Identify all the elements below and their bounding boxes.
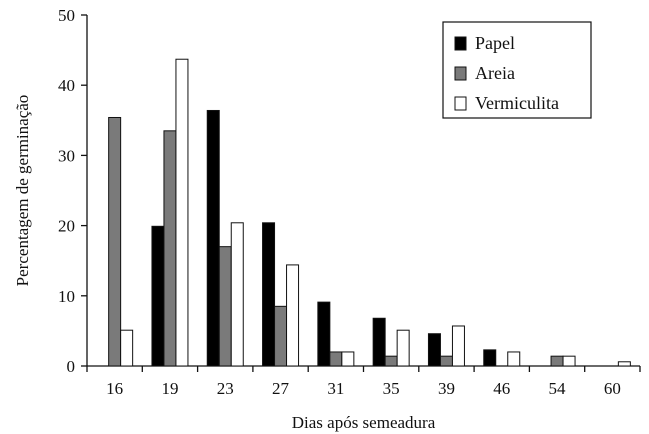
bars — [108, 58, 631, 367]
bar-vermiculita-19 — [175, 58, 189, 367]
bar-vermiculita-23 — [230, 222, 244, 367]
bar-papel-19 — [151, 225, 165, 367]
legend-box — [442, 21, 592, 119]
bar-vermiculita-31 — [341, 351, 355, 367]
x-tick-label: 46 — [493, 379, 510, 398]
bar-areia-16 — [108, 116, 122, 367]
y-tick-label: 0 — [67, 357, 76, 376]
legend: Papel Areia Vermiculita — [442, 21, 592, 119]
bar-vermiculita-46 — [507, 351, 521, 367]
x-tick-label: 23 — [217, 379, 234, 398]
bar-papel-31 — [317, 301, 331, 367]
bar-areia-31 — [329, 351, 343, 367]
bar-vermiculita-39 — [451, 325, 465, 367]
x-ticks: 16 19 23 27 31 35 39 46 54 60 — [86, 366, 641, 398]
x-tick-label: 35 — [383, 379, 400, 398]
x-tick-label: 31 — [327, 379, 344, 398]
bar-papel-46 — [483, 349, 497, 367]
bar-areia-54 — [550, 355, 564, 367]
y-tick-label: 10 — [58, 287, 75, 306]
x-tick-label: 54 — [549, 379, 567, 398]
bar-areia-27 — [274, 305, 288, 367]
x-tick-label: 60 — [604, 379, 621, 398]
x-tick-label: 27 — [272, 379, 290, 398]
legend-label-papel: Papel — [475, 33, 515, 53]
bar-vermiculita-35 — [396, 329, 410, 367]
bar-areia-19 — [163, 130, 177, 367]
bar-areia-39 — [439, 355, 453, 367]
bar-papel-39 — [427, 333, 441, 367]
y-tick-label: 20 — [58, 217, 75, 236]
bar-papel-35 — [372, 317, 386, 367]
legend-swatch-areia — [454, 66, 467, 81]
bar-areia-35 — [384, 355, 398, 367]
y-tick-label: 50 — [58, 6, 75, 25]
legend-swatch-vermiculita — [454, 96, 467, 111]
x-tick-label: 19 — [161, 379, 178, 398]
x-axis-title: Dias após semeadura — [292, 413, 436, 432]
bar-vermiculita-60 — [617, 361, 631, 367]
bar-vermiculita-54 — [562, 355, 576, 367]
y-ticks: 0 10 20 30 40 50 — [58, 6, 87, 376]
y-axis-title: Percentagem de germinação — [13, 95, 32, 287]
legend-label-vermiculita: Vermiculita — [475, 93, 559, 113]
x-tick-label: 39 — [438, 379, 455, 398]
bar-areia-23 — [218, 246, 232, 367]
y-tick-label: 40 — [58, 76, 75, 95]
bar-papel-27 — [262, 222, 276, 367]
bar-papel-23 — [206, 109, 220, 367]
bar-vermiculita-27 — [286, 264, 300, 367]
x-tick-label: 16 — [106, 379, 123, 398]
legend-swatch-papel — [454, 36, 467, 51]
y-tick-label: 30 — [58, 146, 75, 165]
legend-label-areia: Areia — [475, 63, 515, 83]
bar-vermiculita-16 — [120, 329, 134, 367]
